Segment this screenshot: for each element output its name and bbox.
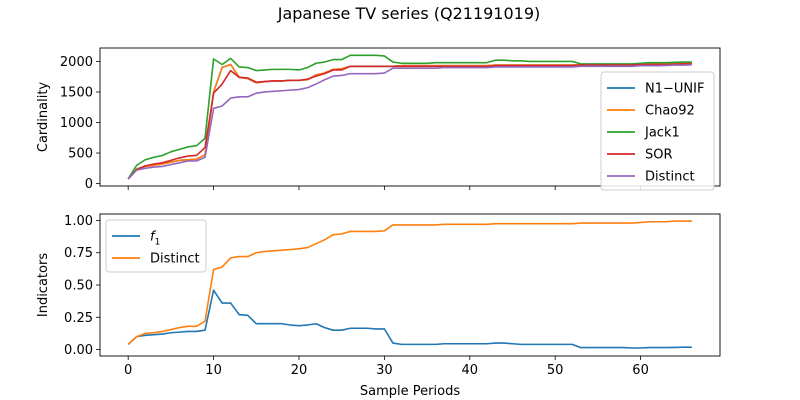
x-axis-label: Sample Periods (360, 384, 460, 399)
series-line-jack1 (127, 54, 692, 180)
cardinality-panel: 0 500 1000 1500 2000 Cardinality N1−UNIF Chao92… (36, 47, 721, 192)
x-tick-label: 50 (547, 363, 564, 378)
legend-label-sor: SOR (645, 148, 673, 163)
x-tick-label: 40 (462, 363, 479, 378)
figure-title: Japanese TV series (Q21191019) (277, 4, 541, 23)
legend-label-jack1: Jack1 (644, 126, 680, 141)
legend-label-distinct: Distinct (150, 252, 200, 267)
plot-frame (99, 47, 721, 187)
legend-box (600, 71, 715, 191)
series-line-distinct (127, 220, 692, 345)
y-tick-label: 1000 (60, 116, 93, 131)
y-tick-label: 500 (68, 147, 93, 162)
legend-label-chao92: Chao92 (645, 104, 695, 119)
y-axis-label: Indicators (36, 253, 51, 317)
legend: N1−UNIF Chao92 Jack1 SOR Distinct (600, 71, 715, 191)
legend-label-n1-unif: N1−UNIF (645, 82, 704, 97)
series-line-distinct (127, 63, 692, 180)
series-line-sor (127, 63, 692, 180)
legend-box (105, 219, 207, 273)
indicators-panel: 0 10 20 30 40 50 60 0.00 0.25 0.50 0.75 1.00 Indicat… (36, 213, 721, 399)
legend-label-distinct: Distinct (645, 170, 695, 185)
legend: f1 Distinct (105, 219, 207, 273)
y-axis-label: Cardinality (36, 82, 51, 153)
y-tick-label: 0.00 (64, 343, 93, 358)
legend-label-sub: 1 (155, 238, 161, 248)
y-tick-label: 0.25 (64, 311, 93, 326)
y-tick-label: 0.50 (64, 279, 93, 294)
x-tick-label: 0 (124, 363, 132, 378)
series-line-f1 (127, 289, 692, 349)
x-tick-label: 30 (376, 363, 393, 378)
y-tick-label: 2000 (60, 55, 93, 70)
y-tick-label: 0 (85, 177, 93, 192)
y-tick-label: 0.75 (64, 246, 93, 261)
y-tick-label: 1.00 (64, 214, 93, 229)
x-tick-label: 60 (632, 363, 649, 378)
legend-label-f1: f1 (150, 230, 160, 248)
y-tick-label: 1500 (60, 85, 93, 100)
x-tick-label: 20 (291, 363, 308, 378)
x-tick-label: 10 (205, 363, 222, 378)
legend-label-base: f (150, 230, 157, 245)
